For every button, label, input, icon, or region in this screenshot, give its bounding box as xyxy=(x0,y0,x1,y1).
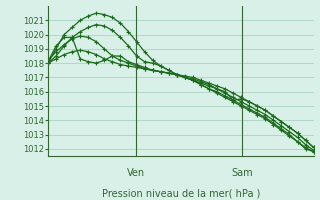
Text: Pression niveau de la mer( hPa ): Pression niveau de la mer( hPa ) xyxy=(102,189,260,199)
Text: Sam: Sam xyxy=(231,168,253,178)
Text: Ven: Ven xyxy=(127,168,145,178)
